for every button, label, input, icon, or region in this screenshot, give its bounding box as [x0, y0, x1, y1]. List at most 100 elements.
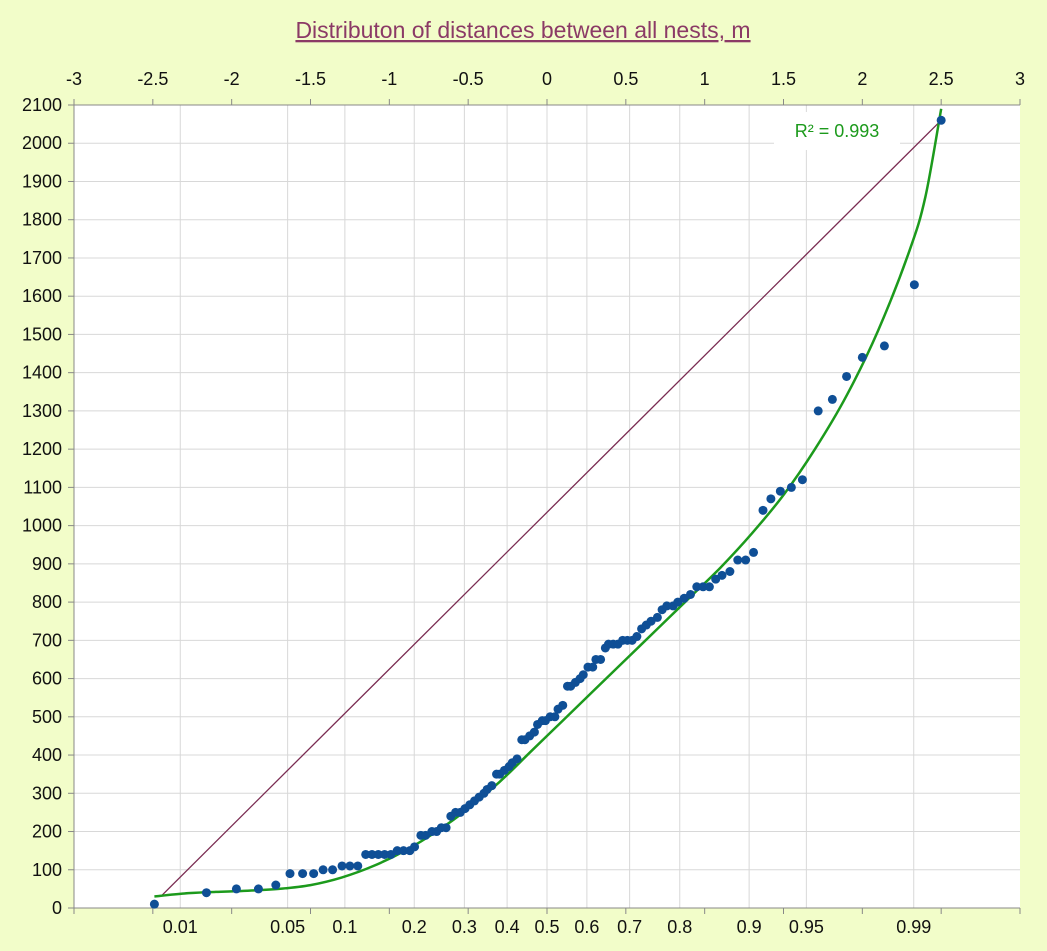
x-bottom-tick-label: 0.99 — [896, 917, 931, 937]
data-point — [733, 555, 743, 565]
data-point — [596, 654, 606, 664]
data-point — [857, 352, 867, 362]
x-bottom-tick-label: 0.4 — [495, 917, 520, 937]
x-bottom-tick-label: 0.05 — [270, 917, 305, 937]
x-top-tick-label: -1 — [381, 69, 397, 89]
y-tick-label: 1900 — [22, 171, 62, 191]
data-point — [758, 505, 768, 515]
r2-label: R² = 0.993 — [795, 121, 880, 141]
x-top-tick-label: 2.5 — [929, 69, 954, 89]
x-top-tick-label: -1.5 — [295, 69, 326, 89]
reference-line-layer — [160, 119, 942, 897]
y-tick-label: 900 — [32, 554, 62, 574]
data-point — [353, 861, 363, 871]
data-point — [399, 846, 409, 856]
data-point — [318, 865, 328, 875]
y-tick-label: 1200 — [22, 439, 62, 459]
y-tick-label: 200 — [32, 822, 62, 842]
x-bottom-tick-label: 0.01 — [163, 917, 198, 937]
data-point — [909, 280, 919, 290]
x-top-tick-label: -2 — [224, 69, 240, 89]
y-tick-label: 1500 — [22, 324, 62, 344]
data-point — [337, 861, 347, 871]
x-bottom-tick-label: 0.6 — [574, 917, 599, 937]
y-tick-label: 1000 — [22, 516, 62, 536]
data-point — [392, 846, 402, 856]
data-point — [813, 406, 823, 416]
y-tick-label: 0 — [52, 898, 62, 918]
x-top-tick-label: 1.5 — [771, 69, 796, 89]
y-tick-label: 1400 — [22, 363, 62, 383]
axes — [68, 99, 1021, 914]
data-point — [558, 700, 568, 710]
data-point — [529, 727, 539, 737]
data-point — [271, 880, 281, 890]
data-point — [692, 582, 702, 592]
data-point — [741, 555, 751, 565]
x-top-tick-label: 0.5 — [613, 69, 638, 89]
data-point — [487, 781, 497, 791]
data-point — [717, 570, 727, 580]
data-point — [936, 115, 946, 125]
x-top-tick-label: 1 — [700, 69, 710, 89]
x-top-tick-label: 0 — [542, 69, 552, 89]
y-tick-label: 2000 — [22, 133, 62, 153]
reference-line — [160, 119, 942, 897]
data-point — [827, 394, 837, 404]
data-point — [749, 547, 759, 557]
data-point — [367, 849, 377, 859]
data-point — [380, 849, 390, 859]
chart-title: Distributon of distances between all nes… — [295, 17, 750, 43]
y-tick-label: 1300 — [22, 401, 62, 421]
trendline — [154, 108, 943, 898]
data-points — [149, 115, 946, 909]
data-point — [775, 486, 785, 496]
data-point — [285, 869, 295, 879]
data-point — [652, 612, 662, 622]
data-point — [149, 899, 159, 909]
data-point — [685, 589, 695, 599]
data-point — [725, 567, 735, 577]
data-point — [441, 823, 451, 833]
x-bottom-tick-label: 0.2 — [402, 917, 427, 937]
data-point — [345, 861, 355, 871]
r2-label-box — [774, 112, 900, 150]
data-point — [632, 632, 642, 642]
data-point — [512, 754, 522, 764]
x-bottom-tick-label: 0.3 — [452, 917, 477, 937]
data-point — [361, 849, 371, 859]
y-tick-label: 700 — [32, 630, 62, 650]
grid — [74, 104, 1020, 909]
data-point — [786, 482, 796, 492]
data-point — [704, 582, 714, 592]
data-point — [578, 670, 588, 680]
data-point — [309, 869, 319, 879]
data-point — [698, 582, 708, 592]
y-tick-label: 800 — [32, 592, 62, 612]
data-point — [253, 884, 263, 894]
x-bottom-tick-label: 0.8 — [667, 917, 692, 937]
y-tick-label: 600 — [32, 669, 62, 689]
x-top-tick-label: -2.5 — [137, 69, 168, 89]
y-tick-label: 100 — [32, 860, 62, 880]
data-point — [410, 842, 420, 852]
y-tick-label: 400 — [32, 745, 62, 765]
data-point — [373, 849, 383, 859]
y-tick-label: 1800 — [22, 210, 62, 230]
data-point — [662, 601, 672, 611]
x-bottom-tick-label: 0.9 — [737, 917, 762, 937]
tick-labels: 0100200300400500600700800900100011001200… — [22, 69, 1025, 937]
data-point — [588, 662, 598, 672]
x-bottom-tick-label: 0.5 — [534, 917, 559, 937]
x-top-tick-label: 3 — [1015, 69, 1025, 89]
data-point — [298, 869, 308, 879]
x-top-tick-label: -3 — [66, 69, 82, 89]
x-bottom-tick-label: 0.7 — [617, 917, 642, 937]
y-tick-label: 300 — [32, 783, 62, 803]
y-tick-label: 1700 — [22, 248, 62, 268]
x-top-tick-label: 2 — [857, 69, 867, 89]
data-point — [842, 371, 852, 381]
y-tick-label: 2100 — [22, 95, 62, 115]
y-tick-label: 1600 — [22, 286, 62, 306]
